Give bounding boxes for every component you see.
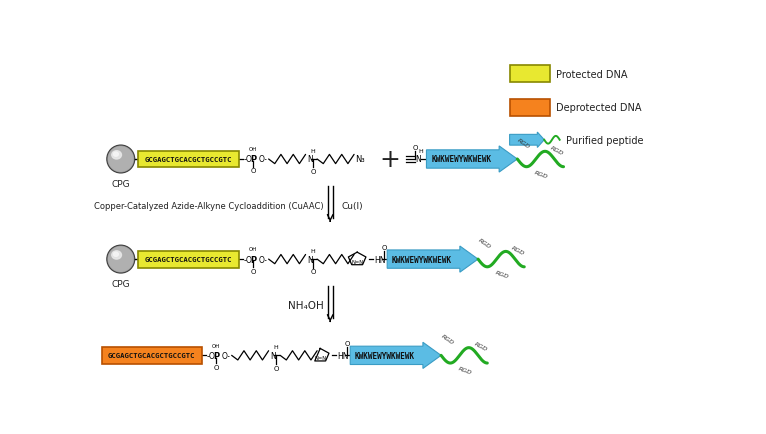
- Circle shape: [108, 147, 133, 172]
- Ellipse shape: [112, 251, 122, 260]
- Text: N: N: [416, 155, 421, 164]
- Text: Protected DNA: Protected DNA: [556, 69, 627, 79]
- Text: O: O: [273, 365, 279, 371]
- Text: O: O: [250, 168, 256, 174]
- Circle shape: [109, 247, 133, 272]
- Text: RGD: RGD: [549, 145, 564, 156]
- Polygon shape: [387, 247, 478, 273]
- Polygon shape: [509, 133, 545, 148]
- Text: GCGAGCTGCACGCTGCCGTC: GCGAGCTGCACGCTGCCGTC: [108, 352, 195, 358]
- Text: OH: OH: [249, 147, 257, 152]
- Text: KWKWEWYWKWEWK: KWKWEWYWKWEWK: [355, 351, 415, 360]
- Text: GCGAGCTGCACGCTGCCGTC: GCGAGCTGCACGCTGCCGTC: [145, 157, 232, 163]
- Text: -O: -O: [244, 255, 253, 264]
- Text: Copper-Catalyzed Azide-Alkyne Cycloaddition (CuAAC): Copper-Catalyzed Azide-Alkyne Cycloaddit…: [94, 201, 324, 210]
- Text: RGD: RGD: [516, 138, 531, 150]
- Polygon shape: [350, 342, 441, 368]
- Text: KWKWEWYWKWEWK: KWKWEWYWKWEWK: [392, 255, 452, 264]
- Text: OH: OH: [249, 247, 257, 252]
- Text: O: O: [345, 340, 350, 346]
- Text: RGD: RGD: [495, 270, 509, 279]
- Text: O-: O-: [221, 351, 231, 360]
- Ellipse shape: [112, 151, 122, 160]
- Text: H: H: [310, 148, 315, 154]
- Text: O-: O-: [259, 155, 267, 164]
- Text: RGD: RGD: [476, 237, 491, 250]
- Text: -O: -O: [244, 155, 253, 164]
- Text: N: N: [307, 255, 313, 264]
- Text: O: O: [250, 268, 256, 274]
- Text: RGD: RGD: [440, 333, 454, 345]
- Text: -O: -O: [207, 351, 216, 360]
- Text: O: O: [381, 244, 387, 250]
- Circle shape: [107, 146, 135, 174]
- Text: Deprotected DNA: Deprotected DNA: [556, 103, 641, 113]
- Text: Cu(I): Cu(I): [342, 201, 363, 210]
- Text: H: H: [273, 345, 278, 349]
- FancyBboxPatch shape: [509, 100, 550, 117]
- Text: RGD: RGD: [457, 365, 473, 375]
- FancyBboxPatch shape: [139, 151, 238, 168]
- Text: +: +: [380, 148, 401, 171]
- Text: CPG: CPG: [111, 180, 130, 189]
- Text: H: H: [310, 248, 315, 253]
- Text: GCGAGCTGCACGCTGCCGTC: GCGAGCTGCACGCTGCCGTC: [145, 256, 232, 263]
- FancyBboxPatch shape: [509, 66, 550, 83]
- Text: O: O: [310, 269, 316, 275]
- Text: N₃: N₃: [355, 155, 365, 164]
- Text: N: N: [270, 351, 276, 360]
- Text: O: O: [310, 169, 316, 175]
- Circle shape: [108, 247, 133, 272]
- Circle shape: [109, 148, 133, 172]
- FancyBboxPatch shape: [102, 347, 201, 364]
- Text: N=N: N=N: [314, 355, 326, 360]
- Text: HN: HN: [337, 351, 349, 360]
- Text: HN: HN: [374, 255, 385, 264]
- Text: H: H: [418, 148, 423, 154]
- Text: Purified peptide: Purified peptide: [566, 135, 643, 145]
- Polygon shape: [427, 147, 517, 173]
- Ellipse shape: [110, 250, 126, 263]
- Ellipse shape: [113, 153, 118, 157]
- Ellipse shape: [110, 150, 126, 164]
- Text: P: P: [213, 351, 219, 360]
- Text: RGD: RGD: [510, 245, 525, 256]
- Text: N: N: [307, 155, 313, 164]
- FancyBboxPatch shape: [139, 251, 238, 268]
- Text: O: O: [412, 145, 417, 151]
- Text: P: P: [250, 255, 257, 264]
- Text: NH₄OH: NH₄OH: [288, 301, 324, 311]
- Text: N=N: N=N: [351, 259, 363, 264]
- Ellipse shape: [113, 253, 118, 257]
- Text: KWKWEWYWKWEWK: KWKWEWYWKWEWK: [431, 155, 492, 164]
- Text: O-: O-: [259, 255, 267, 264]
- Text: O: O: [214, 364, 219, 370]
- Text: P: P: [250, 155, 257, 164]
- Circle shape: [107, 246, 135, 273]
- Text: CPG: CPG: [111, 279, 130, 289]
- Text: RGD: RGD: [473, 341, 488, 352]
- Text: RGD: RGD: [534, 170, 548, 179]
- Text: OH: OH: [212, 343, 221, 348]
